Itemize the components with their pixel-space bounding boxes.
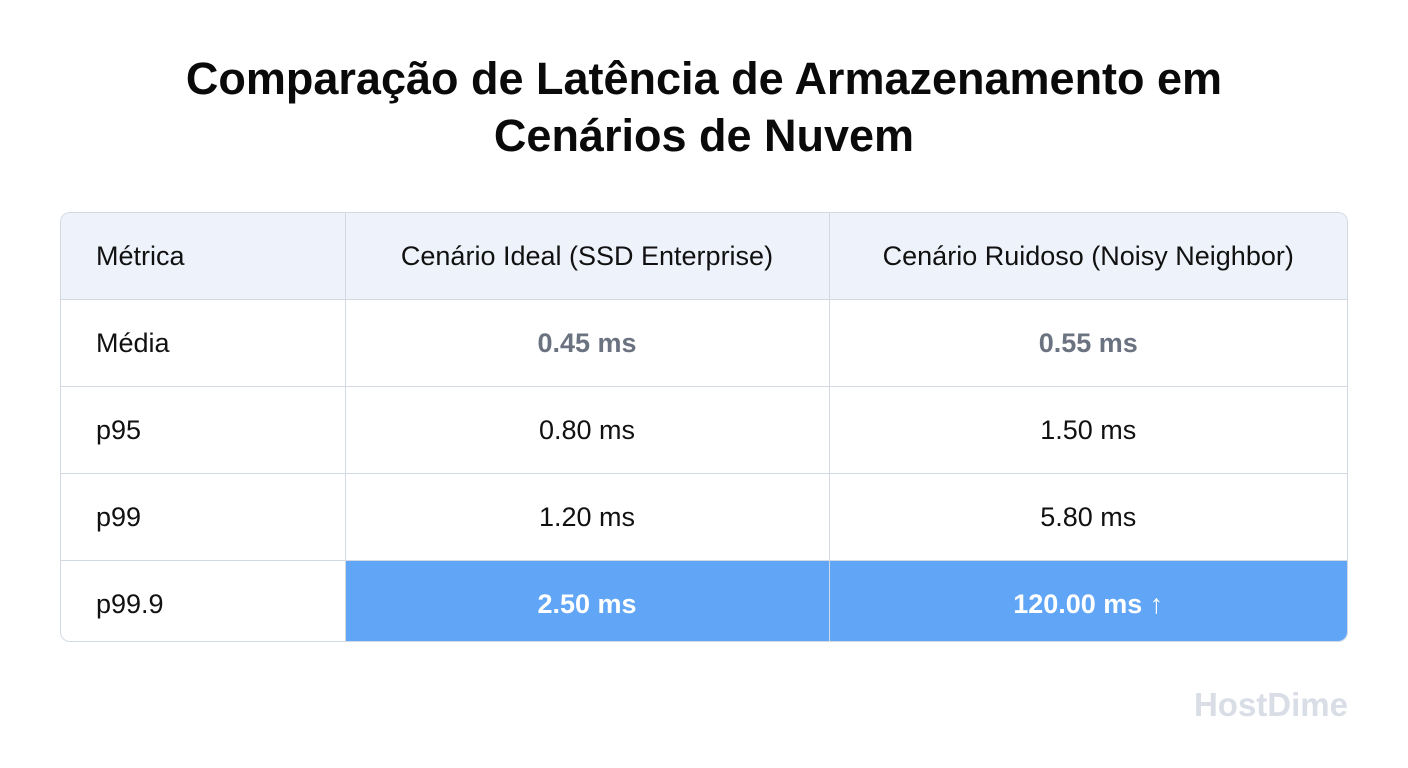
value-cell: 5.80 ms [828,473,1347,561]
metric-cell: p99 [61,473,346,561]
value-cell: 1.50 ms [828,386,1347,474]
title: Comparação de Latência de Armazenamento … [185,53,1223,161]
table-container: Métrica Cenário Ideal (SSD Enterprise) C… [60,212,1348,642]
column-header: Cenário Ideal (SSD Enterprise) [344,213,830,300]
watermark: HostDime [1193,686,1348,723]
value-cell: 0.45 ms [344,299,830,387]
highlight-cell: 2.50 ms [344,560,830,641]
column-header: Cenário Ruidoso (Noisy Neighbor) [828,213,1347,300]
value-cell: 0.55 ms [828,299,1347,387]
metric-cell: p95 [61,386,346,474]
column-header: Métrica [61,213,346,300]
row: Média 0.45 ms 0.55 ms [61,299,1347,387]
header-row: Métrica Cenário Ideal (SSD Enterprise) C… [61,213,1347,300]
metric-cell: Média [61,299,346,387]
comparison-table: Métrica Cenário Ideal (SSD Enterprise) C… [61,213,1347,641]
metric-cell: p99.9 [61,560,346,641]
row: p95 0.80 ms 1.50 ms [61,386,1347,474]
value-cell: 0.80 ms [344,386,830,474]
highlight-cell: 120.00 ms ↑ [828,560,1347,641]
value-cell: 1.20 ms [344,473,830,561]
row: p99 1.20 ms 5.80 ms [61,473,1347,561]
row: p99.9 2.50 ms 120.00 ms ↑ [61,560,1347,641]
